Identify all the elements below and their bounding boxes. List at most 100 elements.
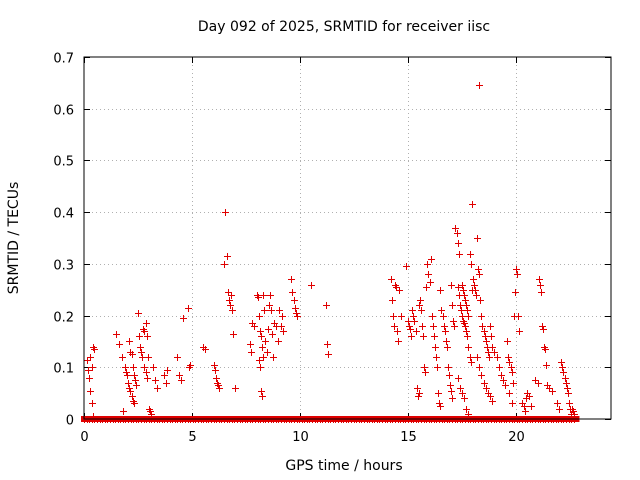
data-point [566, 400, 573, 407]
data-point [215, 382, 222, 389]
data-point [124, 372, 131, 379]
data-point [221, 261, 228, 268]
data-point [147, 408, 154, 415]
data-point [144, 375, 151, 382]
data-point [123, 369, 130, 376]
data-point [212, 367, 219, 374]
data-point [414, 385, 421, 392]
data-point [467, 251, 474, 258]
data-point [509, 369, 516, 376]
data-point [267, 292, 274, 299]
data-point [276, 307, 283, 314]
data-point [280, 328, 287, 335]
data-point [187, 362, 194, 369]
data-point [459, 313, 466, 320]
data-point [467, 354, 474, 361]
data-point [403, 263, 410, 270]
data-point [539, 323, 546, 330]
data-point [521, 403, 528, 410]
data-point [457, 385, 464, 392]
data-point [126, 338, 133, 345]
data-point [418, 307, 425, 314]
data-point [291, 297, 298, 304]
y-tick-label: 0.6 [53, 104, 74, 119]
data-point [423, 284, 430, 291]
data-point [154, 385, 161, 392]
data-point [294, 313, 301, 320]
data-point [292, 305, 299, 312]
data-point [131, 400, 138, 407]
data-point [477, 297, 484, 304]
y-tick-label: 0.4 [53, 207, 74, 222]
data-point [429, 313, 436, 320]
data-point [463, 302, 470, 309]
data-point [408, 333, 415, 340]
data-point [424, 261, 431, 268]
data-point [180, 315, 187, 322]
data-point [420, 333, 427, 340]
data-point [465, 313, 472, 320]
data-point [543, 362, 550, 369]
data-point [86, 375, 93, 382]
data-point [556, 406, 563, 413]
data-point [421, 364, 428, 371]
data-point [483, 338, 490, 345]
data-points [81, 82, 578, 423]
data-point [570, 408, 577, 415]
data-point [393, 284, 400, 291]
data-point [481, 380, 488, 387]
data-point [445, 364, 452, 371]
data-point [394, 328, 401, 335]
data-point [549, 388, 556, 395]
data-point [398, 313, 405, 320]
data-point [449, 395, 456, 402]
data-point [448, 282, 455, 289]
data-point [542, 346, 549, 353]
data-point [448, 388, 455, 395]
data-point [258, 333, 265, 340]
data-point [131, 372, 138, 379]
chart-title: Day 092 of 2025, SRMTID for receiver iis… [198, 19, 490, 35]
data-point [256, 313, 263, 320]
x-tick-label: 0 [80, 430, 88, 445]
data-point [419, 323, 426, 330]
data-point [259, 393, 266, 400]
data-point [468, 359, 475, 366]
x-tick-label: 10 [292, 430, 309, 445]
data-point [451, 323, 458, 330]
y-tick-label: 0 [66, 414, 74, 429]
data-point [487, 323, 494, 330]
data-point [449, 302, 456, 309]
data-point [469, 201, 476, 208]
data-point [405, 318, 412, 325]
y-tick-label: 0.7 [53, 52, 74, 67]
data-point [176, 372, 183, 379]
y-tick-label: 0.5 [53, 155, 74, 170]
x-tick-label: 20 [508, 430, 525, 445]
data-point [536, 276, 543, 283]
data-point [460, 287, 467, 294]
data-point [84, 357, 91, 364]
data-point [515, 313, 522, 320]
data-point [119, 354, 126, 361]
data-point [268, 307, 275, 314]
data-point [224, 253, 231, 260]
data-point [216, 385, 223, 392]
data-point [247, 341, 254, 348]
data-point [136, 333, 143, 340]
data-point [562, 375, 569, 382]
data-point [537, 282, 544, 289]
data-point [143, 320, 150, 327]
data-point [483, 385, 490, 392]
data-point [269, 331, 276, 338]
x-tick-label: 15 [400, 430, 417, 445]
data-point [474, 235, 481, 242]
data-point [388, 276, 395, 283]
data-point [430, 323, 437, 330]
data-point [442, 328, 449, 335]
data-point [437, 403, 444, 410]
data-point [406, 323, 413, 330]
data-point [465, 411, 472, 418]
data-point [396, 287, 403, 294]
data-point [455, 240, 462, 247]
